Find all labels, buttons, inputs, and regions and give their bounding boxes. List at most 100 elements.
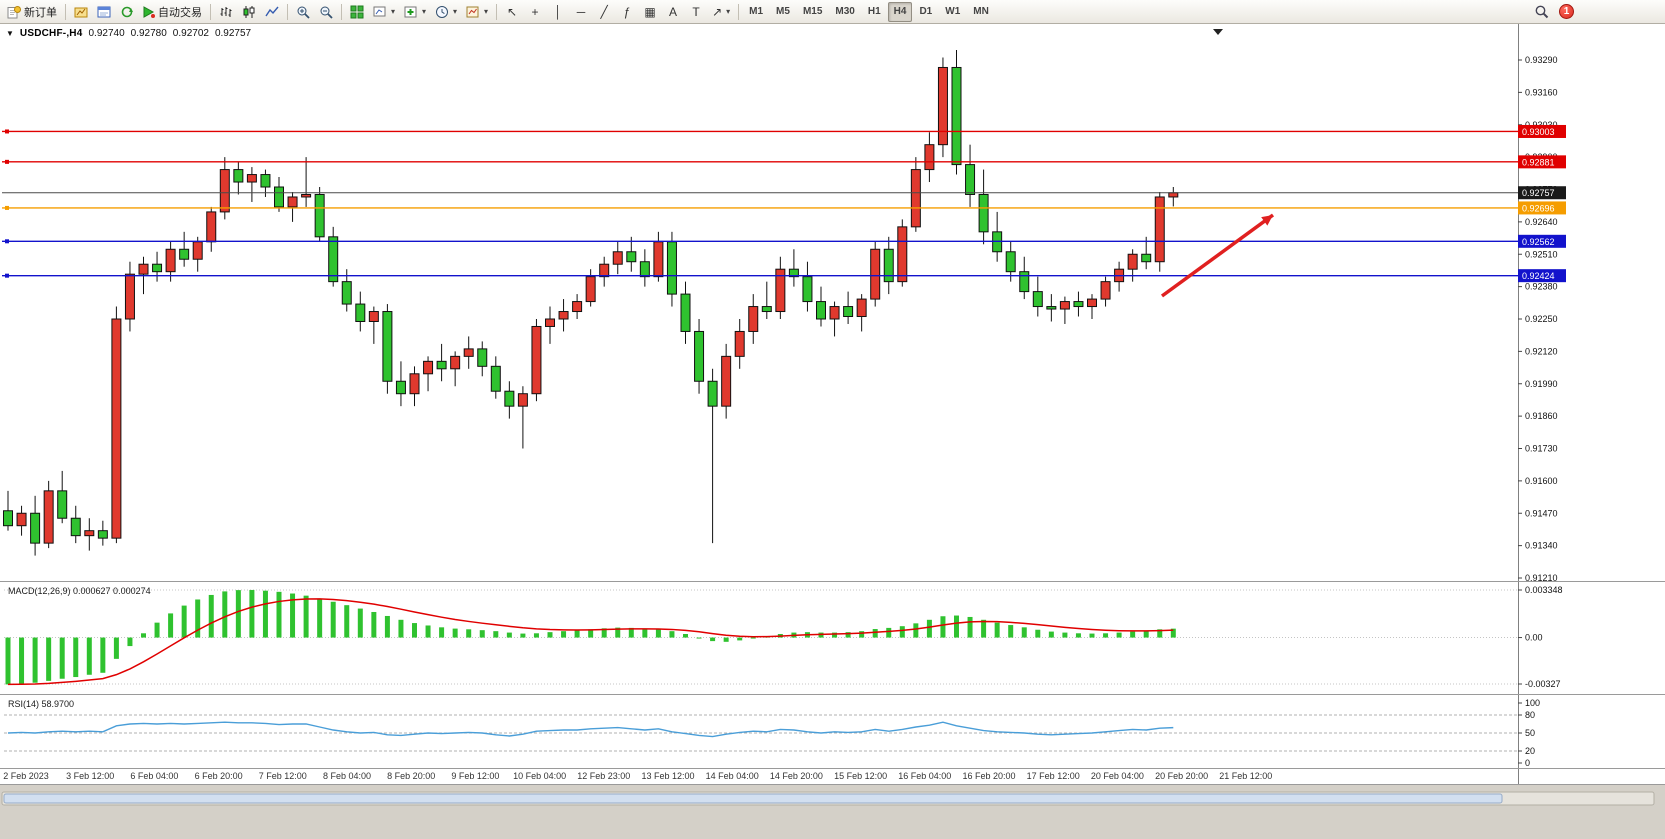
candlestick-chart-icon	[243, 5, 255, 18]
search-button[interactable]	[1530, 2, 1553, 22]
trendline-icon: ╱	[600, 4, 608, 19]
text-label-icon: T	[692, 4, 700, 19]
fibonacci-tool-button[interactable]: ƒ	[616, 2, 638, 22]
timeframe-button-m15[interactable]: M15	[797, 2, 828, 22]
time-axis-labels: 2 Feb 2023 3 Feb 12:00 6 Feb 04:00 6 Feb 20…	[3, 771, 1272, 781]
price-tag	[1518, 155, 1566, 169]
line-chart-button[interactable]	[261, 2, 283, 22]
dropdown-caret-icon: ▾	[726, 6, 731, 16]
cursor-tool-button[interactable]: ↖	[501, 2, 523, 22]
shapes-tool-button[interactable]: ▦	[639, 2, 661, 22]
svg-text:7 Feb 12:00: 7 Feb 12:00	[259, 771, 307, 781]
chart-shift-marker[interactable]	[1213, 29, 1223, 35]
refresh-icon	[121, 6, 133, 17]
svg-text:16 Feb 04:00: 16 Feb 04:00	[898, 771, 951, 781]
svg-text:0.92562: 0.92562	[1522, 237, 1555, 247]
new-order-button[interactable]: 新订单	[3, 2, 61, 22]
autotrading-button[interactable]: 自动交易	[139, 2, 206, 22]
profiles-button[interactable]	[93, 2, 115, 22]
timeframe-button-m5[interactable]: M5	[770, 2, 796, 22]
templates-button[interactable]: ▾	[462, 2, 492, 22]
svg-text:0.92881: 0.92881	[1522, 157, 1555, 167]
svg-text:0.92120: 0.92120	[1525, 346, 1558, 356]
zoom-out-button[interactable]	[315, 2, 337, 22]
timeframe-button-w1[interactable]: W1	[939, 2, 966, 22]
svg-text:-0.00327: -0.00327	[1525, 679, 1561, 689]
periods-button[interactable]: ▾	[431, 2, 461, 22]
svg-text:0.93290: 0.93290	[1525, 55, 1558, 65]
svg-text:0.00: 0.00	[1525, 633, 1543, 643]
timeframe-button-d1[interactable]: D1	[913, 2, 938, 22]
svg-text:0.93030: 0.93030	[1525, 120, 1558, 130]
crosshair-tool-button[interactable]: +	[524, 2, 546, 22]
dropdown-caret-icon: ▾	[391, 6, 396, 16]
svg-text:100: 100	[1525, 698, 1540, 708]
toolbar-separator	[496, 3, 498, 20]
svg-text:14 Feb 04:00: 14 Feb 04:00	[706, 771, 759, 781]
svg-text:8 Feb 04:00: 8 Feb 04:00	[323, 771, 371, 781]
svg-text:14 Feb 20:00: 14 Feb 20:00	[770, 771, 823, 781]
charts-button[interactable]	[70, 2, 92, 22]
indicators-button[interactable]: ▾	[400, 2, 430, 22]
templates-icon	[466, 6, 479, 17]
timeframe-group: M1 M5 M15 M30 H1 H4 D1 W1 MN	[743, 1, 995, 22]
new-order-icon	[7, 5, 21, 18]
timeframe-button-m1[interactable]: M1	[743, 2, 769, 22]
level-anchor-handle	[5, 159, 9, 164]
cursor-icon: ↖	[507, 4, 518, 19]
bar-chart-icon	[220, 6, 232, 17]
horizontal-scrollbar-thumb[interactable]	[3, 793, 1503, 804]
toolbar-separator	[341, 3, 342, 20]
zoom-in-button[interactable]	[292, 2, 314, 22]
text-tool-button[interactable]: A	[662, 2, 684, 22]
level-anchor-handle	[5, 273, 9, 278]
notification-badge[interactable]: 1	[1559, 4, 1574, 19]
svg-text:20 Feb 04:00: 20 Feb 04:00	[1091, 771, 1144, 781]
toolbar-right-group: 1	[1530, 2, 1574, 22]
new-chart-button[interactable]: ▾	[369, 2, 399, 22]
high-value: 0.92780	[130, 28, 167, 39]
trend-arrow-annotation[interactable]	[1160, 213, 1275, 298]
toolbar-separator	[65, 3, 66, 20]
text-label-tool-button[interactable]: T	[685, 2, 707, 22]
vertical-line-icon: │	[554, 4, 562, 19]
svg-text:16 Feb 20:00: 16 Feb 20:00	[962, 771, 1015, 781]
timeframe-button-m30[interactable]: M30	[829, 2, 860, 22]
low-value: 0.92702	[172, 28, 209, 39]
timeframe-button-h4[interactable]: H4	[887, 1, 913, 22]
tile-windows-button[interactable]	[346, 2, 368, 22]
panel-separators	[0, 24, 1665, 785]
main-toolbar: 新订单 自动交易	[0, 0, 1665, 24]
timeframe-button-h1[interactable]: H1	[862, 2, 887, 22]
close-value: 0.92757	[214, 28, 252, 39]
svg-text:6 Feb 04:00: 6 Feb 04:00	[130, 771, 178, 781]
autotrading-icon	[143, 5, 155, 18]
chart-background	[0, 24, 1665, 784]
macd-panel: 0.003348 0.00 -0.00327 MACD(12,26,9) 0.0006…	[4, 585, 1563, 689]
one-click-trading-toggle[interactable]: ▼	[6, 29, 14, 38]
trendline-tool-button[interactable]: ╱	[593, 2, 615, 22]
zoom-in-icon	[297, 6, 310, 19]
svg-text:0.91340: 0.91340	[1525, 541, 1558, 551]
candlestick-chart-button[interactable]	[238, 2, 260, 22]
svg-text:0.91210: 0.91210	[1525, 573, 1558, 583]
svg-text:0.91730: 0.91730	[1525, 444, 1558, 454]
toolbar-separator	[738, 3, 740, 20]
fibonacci-icon: ƒ	[623, 4, 631, 19]
dropdown-caret-icon: ▾	[422, 6, 427, 16]
horizontal-line-tool-button[interactable]: ─	[570, 2, 592, 22]
crosshair-icon: +	[531, 4, 539, 19]
dropdown-caret-icon: ▾	[453, 6, 458, 16]
price-tags: 0.93003 0.92881 0.92757 0.92696 0.92562 0.924…	[1518, 124, 1566, 283]
refresh-button[interactable]	[116, 2, 138, 22]
svg-text:8 Feb 20:00: 8 Feb 20:00	[387, 771, 435, 781]
bar-chart-button[interactable]	[215, 2, 237, 22]
arrows-tool-button[interactable]: ↗ ▾	[708, 2, 734, 22]
timeframe-button-mn[interactable]: MN	[967, 2, 995, 22]
svg-text:0.92510: 0.92510	[1525, 249, 1558, 259]
svg-text:0.91990: 0.91990	[1525, 379, 1558, 389]
svg-text:0.93003: 0.93003	[1522, 127, 1555, 137]
level-anchor-handle	[5, 205, 9, 210]
price-tag	[1518, 234, 1566, 248]
vertical-line-tool-button[interactable]: │	[547, 2, 569, 22]
